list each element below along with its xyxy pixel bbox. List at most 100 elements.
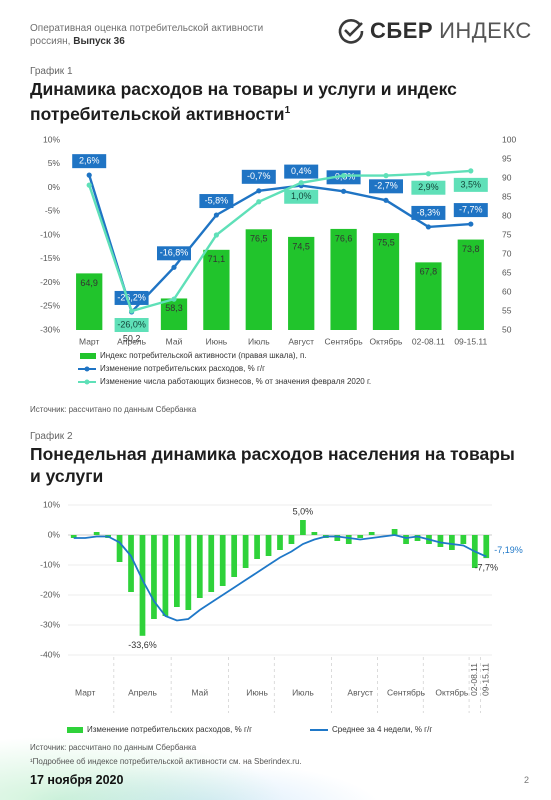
x-tick-label: Сентябрь [325, 336, 364, 346]
date: 17 ноября 2020 [30, 773, 124, 787]
bar [208, 535, 215, 592]
line [88, 169, 471, 313]
bar [330, 228, 357, 330]
header-text: Оперативная оценка потребительской актив… [30, 22, 290, 48]
y2-tick-label: 65 [502, 267, 512, 277]
line-label: -26,2% [117, 292, 146, 302]
y-tick-label: -25% [40, 301, 60, 311]
bar [231, 535, 238, 577]
line-label: 1,0% [291, 191, 312, 201]
x-tick-label: Июль [292, 687, 314, 697]
bar [128, 535, 134, 592]
bar [116, 535, 123, 562]
x-tick-label: Апрель [117, 336, 146, 346]
bar [372, 233, 400, 330]
bar [483, 535, 490, 559]
legend-marker [84, 379, 90, 385]
line-label: -0,7% [247, 171, 271, 181]
x-tick-label: 02-08.11 [469, 663, 479, 696]
bar [196, 535, 203, 598]
bar [162, 535, 169, 616]
bar-label: 5,0% [293, 506, 314, 516]
bar [334, 535, 341, 541]
y-tick-label: -40% [40, 649, 60, 659]
x-tick-label: 09-15.11 [454, 336, 487, 346]
logo-light: ИНДЕКС [439, 18, 532, 43]
y-tick-label: 10% [43, 499, 60, 509]
logo-icon [338, 19, 364, 44]
x-tick-label: Март [75, 687, 95, 697]
label-box [199, 194, 234, 209]
y2-tick-label: 95 [502, 153, 512, 163]
bar [151, 535, 157, 619]
bar [254, 535, 260, 559]
chart-label: График 1 [30, 66, 73, 77]
logo: СБЕР ИНДЕКС [338, 18, 532, 44]
y-tick-label: -15% [40, 253, 60, 263]
bar-label: 76,5 [250, 234, 268, 244]
label-box [411, 180, 446, 195]
line-label: -8,3% [417, 207, 441, 217]
legend-swatch [80, 353, 96, 359]
y-tick-label: -30% [40, 619, 60, 629]
bar [357, 535, 364, 538]
label-box [453, 177, 488, 192]
marker [383, 173, 389, 179]
y2-tick-label: 80 [502, 210, 512, 220]
y2-tick-label: 50 [502, 324, 512, 334]
bar-label: 58,3 [165, 303, 183, 313]
line-label: -2,7% [374, 181, 398, 191]
bar [457, 239, 484, 330]
source: Источник: рассчитано по данным Сбербанка [30, 405, 197, 414]
y-tick-label: 10% [43, 134, 60, 144]
bar [414, 535, 421, 541]
line-label: 2,6% [79, 156, 100, 166]
y-tick-label: -20% [40, 277, 60, 287]
chart-label: График 2 [30, 431, 73, 442]
title-text: Динамика расходов на товары и услуги и и… [30, 79, 457, 124]
legend-label: Индекс потребительской активности (права… [100, 351, 307, 360]
y2-tick-label: 75 [502, 229, 512, 239]
label-box [411, 205, 446, 220]
marker [425, 171, 431, 177]
chart: 10% 5% 0% -5% -10% -15% -20% -25% -30% 100 95 90 85 8… [40, 134, 516, 386]
legend-label: Изменение потребительских расходов, % г/… [87, 725, 252, 734]
marker [468, 221, 474, 227]
y2-tick-label: 60 [502, 286, 512, 296]
y2-tick-label: 100 [502, 134, 516, 144]
label-box [241, 169, 276, 184]
bar-label: 76,6 [335, 233, 353, 243]
source: Источник: рассчитано по данным Сбербанка [30, 743, 197, 752]
bar [368, 532, 375, 535]
marker [468, 168, 474, 174]
bar [76, 273, 103, 330]
bar [93, 532, 100, 535]
marker [86, 182, 92, 188]
line-label: -7,19% [494, 545, 523, 555]
y-tick-label: -10% [40, 229, 60, 239]
label-box [72, 154, 107, 169]
marker [213, 232, 219, 238]
legend-label: Изменение потребительских расходов, % г/… [100, 364, 265, 373]
x-tick-label: 02-08.11 [412, 336, 445, 346]
bar [160, 298, 188, 330]
line-label: -16,8% [160, 248, 189, 258]
bar-label: 75,5 [377, 237, 395, 247]
y2-tick-label: 90 [502, 172, 512, 182]
bar [288, 236, 315, 330]
y-tick-label: 0% [48, 529, 61, 539]
label-box [114, 318, 149, 332]
line-label: 3,5% [461, 179, 482, 189]
footnote: ¹Подробнее об индексе потребительской ак… [30, 757, 302, 766]
bar [403, 535, 409, 544]
y-tick-label: -20% [40, 589, 60, 599]
bar [242, 535, 249, 568]
chart-title: Динамика расходов на товары и услуги и и… [30, 78, 530, 125]
bar-label: 74,5 [292, 241, 310, 251]
y-tick-label: -5% [45, 206, 61, 216]
label-box [453, 203, 488, 218]
marker [256, 199, 262, 205]
page-number: 2 [524, 775, 530, 785]
issue: Выпуск 36 [73, 36, 125, 47]
